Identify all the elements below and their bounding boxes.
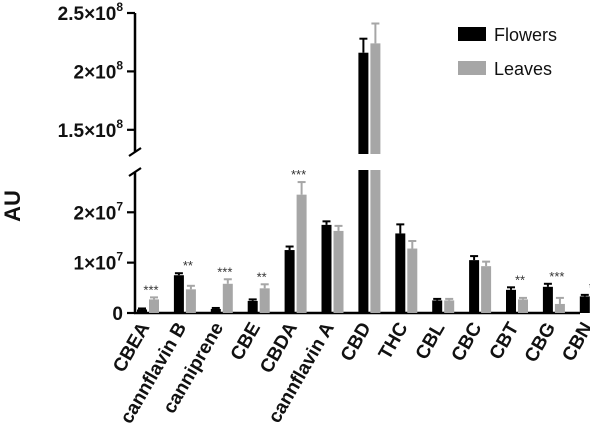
- bar-flowers-9: [469, 260, 480, 313]
- legend-swatch-leaves: [458, 61, 486, 75]
- category-label-9: CBC: [448, 319, 487, 365]
- bar-flowers-2: [210, 308, 221, 313]
- bar-leaves-10: [518, 299, 528, 313]
- bar-flowers-7: [395, 233, 406, 313]
- legend-label-flowers: Flowers: [494, 25, 557, 45]
- y-tick-label-upper-1: 2×108: [74, 58, 124, 83]
- bar-leaves-3: [259, 288, 270, 313]
- bars: [137, 43, 590, 313]
- legend-label-leaves: Leaves: [494, 59, 552, 79]
- category-label-11: CBG: [521, 319, 560, 366]
- significance-mark-1: **: [183, 258, 193, 273]
- y-ticks: 0 1×107 2×107 1.5×108 2×108 2.5×108: [58, 0, 135, 325]
- bar-leaves-2: [222, 283, 233, 313]
- significance-mark-11: ***: [549, 269, 564, 284]
- axis-break-gap-6: [351, 154, 388, 170]
- category-label-12: CBN: [558, 319, 590, 365]
- y-tick-label-lower-2: 2×107: [74, 199, 124, 224]
- bar-flowers-3: [247, 300, 258, 313]
- y-axis-label: AU: [0, 190, 25, 222]
- axis-break-mark-lower: [128, 167, 142, 177]
- category-label-7: THC: [375, 319, 413, 364]
- y-tick-label-lower-0: 0: [112, 304, 123, 325]
- y-tick-label-upper-0: 1.5×108: [58, 117, 124, 142]
- significance-marks: ********************: [143, 167, 590, 297]
- bar-flowers-5: [321, 224, 332, 313]
- legend: Flowers Leaves: [458, 25, 557, 79]
- bar-leaves-8: [444, 300, 455, 313]
- significance-mark-3: **: [257, 269, 267, 284]
- bar-leaves-5: [333, 230, 344, 313]
- y-tick-label-lower-1: 1×107: [74, 250, 124, 275]
- bar-flowers-1: [173, 275, 184, 313]
- significance-mark-2: ***: [217, 264, 232, 279]
- category-label-6: CBD: [337, 319, 376, 365]
- bar-flowers-6: [358, 52, 369, 313]
- bar-flowers-11: [542, 286, 553, 313]
- bar-flowers-12: [579, 296, 590, 313]
- bar-leaves-6: [370, 43, 381, 313]
- bar-leaves-0: [149, 299, 159, 313]
- bar-leaves-9: [481, 266, 492, 313]
- significance-mark-0: ***: [143, 282, 158, 297]
- bar-leaves-7: [407, 248, 418, 313]
- bar-flowers-10: [506, 289, 516, 313]
- bar-flowers-4: [284, 250, 295, 313]
- bar-leaves-1: [185, 289, 196, 313]
- axis-break-mark-upper: [128, 147, 142, 157]
- significance-mark-12: **: [589, 280, 590, 295]
- category-label-10: CBT: [486, 319, 524, 364]
- bar-flowers-0: [137, 309, 147, 313]
- category-label-3: CBE: [227, 319, 265, 364]
- y-tick-label-upper-2: 2.5×108: [58, 0, 124, 25]
- significance-mark-10: **: [515, 272, 525, 287]
- significance-mark-4: ***: [291, 167, 306, 182]
- bar-flowers-8: [432, 300, 443, 313]
- error-bars: [138, 22, 589, 310]
- bar-leaves-4: [296, 194, 307, 313]
- legend-swatch-flowers: [458, 27, 486, 41]
- category-label-8: CBL: [412, 319, 450, 364]
- bar-leaves-11: [554, 303, 565, 313]
